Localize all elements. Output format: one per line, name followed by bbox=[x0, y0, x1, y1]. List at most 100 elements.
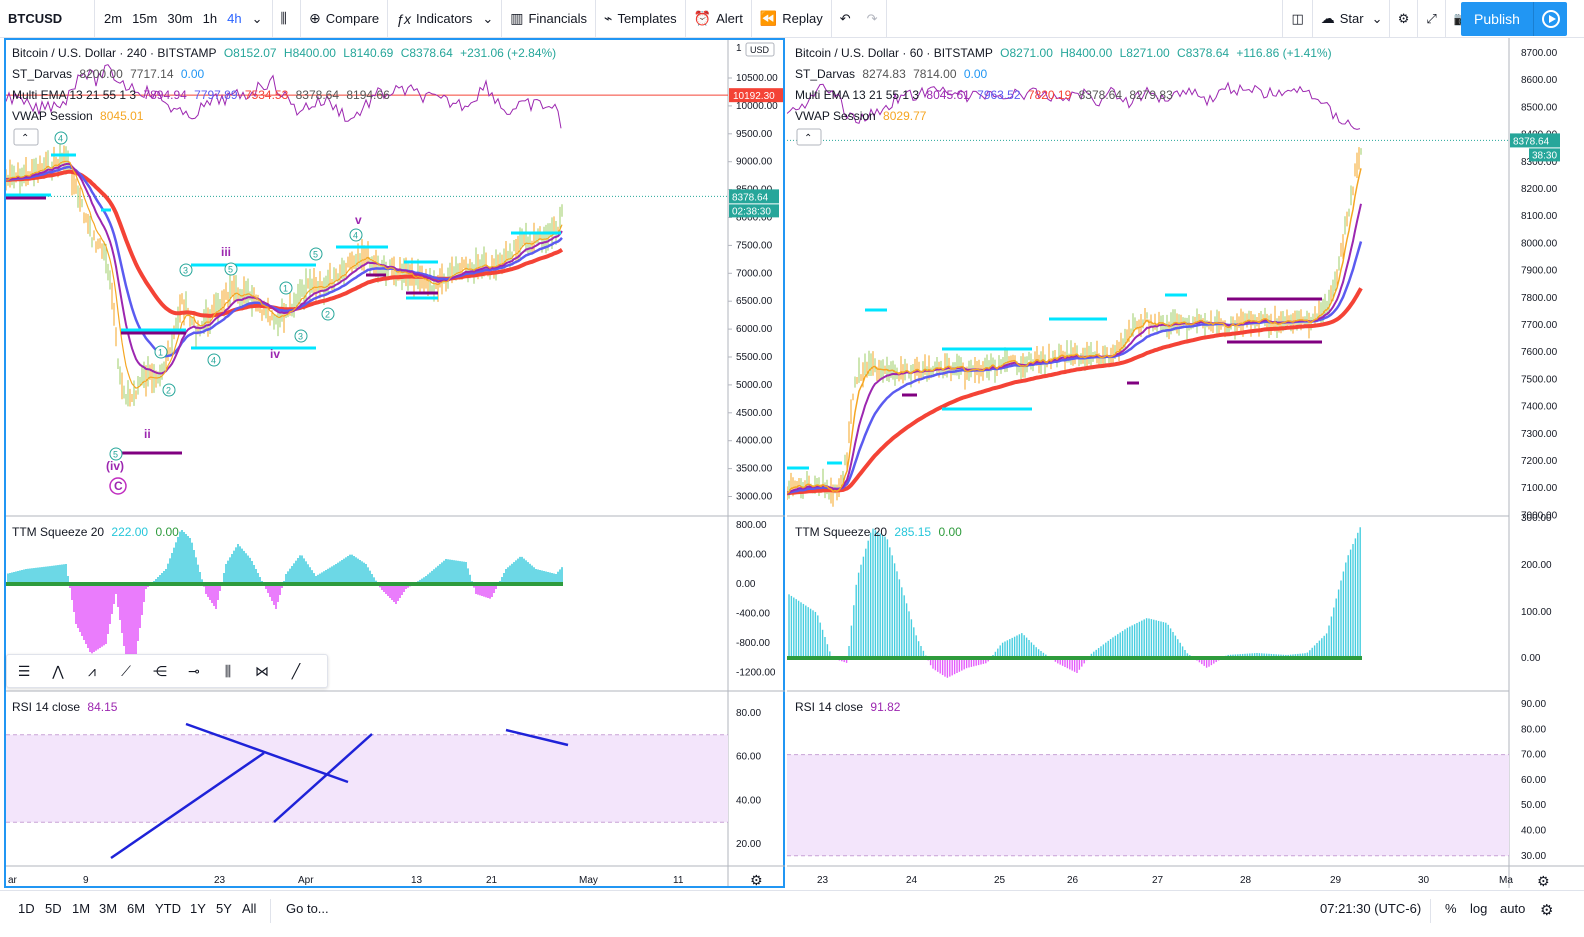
left-rsi-legend[interactable]: RSI 14 close 84.15 bbox=[12, 700, 121, 714]
squeeze-name: TTM Squeeze 20 bbox=[795, 525, 888, 539]
settings-button[interactable]: ⚙ bbox=[1390, 0, 1419, 38]
compare-button[interactable]: ⊕ Compare bbox=[301, 0, 389, 38]
right-darvas-legend[interactable]: ST_Darvas 8274.83 7814.00 0.00 bbox=[795, 67, 991, 81]
interval-2m[interactable]: 2m bbox=[104, 11, 123, 26]
templates-label: Templates bbox=[617, 11, 677, 26]
wave-label: v bbox=[355, 213, 362, 227]
templates-button[interactable]: ⌁ Templates bbox=[596, 0, 686, 38]
fullscreen-button[interactable]: ⤢ bbox=[1418, 0, 1446, 38]
chart-type-button[interactable]: ⫼ bbox=[273, 0, 301, 38]
left-darvas-legend[interactable]: ST_Darvas 8200.00 7717.14 0.00 bbox=[12, 67, 208, 81]
interval-15m[interactable]: 15m bbox=[132, 11, 158, 26]
settings-icon[interactable]: ⚙ bbox=[1540, 902, 1554, 919]
ray-icon[interactable]: ╱ bbox=[291, 662, 301, 679]
wave-number: 2 bbox=[166, 386, 171, 396]
vertical-grid-icon[interactable]: ⫼ bbox=[224, 662, 232, 679]
symbol-search[interactable]: BTCUSD bbox=[0, 0, 95, 38]
squeeze-val: 222.00 bbox=[111, 525, 149, 539]
trendline bbox=[185, 722, 349, 784]
alert-button[interactable]: ⏰ Alert bbox=[686, 0, 752, 38]
range-5y[interactable]: 5Y bbox=[216, 901, 232, 916]
symbol-label: BTCUSD bbox=[8, 11, 63, 26]
rsi-axis-label: 40.00 bbox=[736, 795, 761, 806]
right-rsi-legend[interactable]: RSI 14 close 91.82 bbox=[795, 700, 904, 714]
layout-name-button[interactable]: ☁ Star ⌄ bbox=[1313, 0, 1390, 38]
last-price-label: 8378.64 bbox=[1513, 136, 1550, 147]
left-chart-canvas[interactable]: 10500.0010000.009500.009000.008500.00800… bbox=[6, 40, 785, 886]
squeeze-name: TTM Squeeze 20 bbox=[12, 525, 105, 539]
price-axis-label: 7900.00 bbox=[1521, 266, 1558, 277]
abcd-pattern-icon[interactable]: ⋀ bbox=[52, 662, 64, 679]
left-vwap-legend[interactable]: VWAP Session 8045.01 bbox=[12, 109, 147, 123]
indicators-button[interactable]: ƒx Indicators ⌄ bbox=[388, 0, 503, 38]
rsi-val: 84.15 bbox=[87, 700, 118, 714]
time-axis-label: 13 bbox=[411, 875, 423, 886]
squeeze-axis-label: 300.00 bbox=[1521, 513, 1552, 524]
range-5d[interactable]: 5D bbox=[45, 901, 62, 916]
fib-retracement-icon[interactable]: ☰ bbox=[17, 662, 31, 679]
percent-toggle[interactable]: % bbox=[1445, 901, 1457, 916]
right-ema-legend[interactable]: Multi EMA 13 21 55 1 3 8045.61 7963.52 7… bbox=[795, 88, 1177, 102]
layout-button[interactable]: ◫ bbox=[1282, 0, 1313, 38]
left-ema-legend[interactable]: Multi EMA 13 21 55 1 3 7894.94 7797.89 7… bbox=[12, 88, 394, 102]
rsi-axis-label: 90.00 bbox=[1521, 699, 1546, 710]
trendline bbox=[273, 733, 373, 823]
ema-val: 8045.61 bbox=[926, 88, 970, 102]
financials-button[interactable]: ▥ Financials bbox=[502, 0, 596, 38]
replay-button[interactable]: ⏪ Replay bbox=[752, 0, 832, 38]
price-axis-label: 3500.00 bbox=[736, 464, 773, 475]
interval-4h[interactable]: 4h bbox=[227, 11, 242, 26]
trend-line-icon[interactable]: ⟋ bbox=[121, 662, 131, 679]
range-ytd[interactable]: YTD bbox=[155, 901, 181, 916]
clock-readout[interactable]: 07:21:30 (UTC-6) bbox=[1320, 901, 1422, 916]
wave-number: 1 bbox=[283, 284, 288, 294]
right-vwap-legend[interactable]: VWAP Session 8029.77 bbox=[795, 109, 930, 123]
interval-dropdown-icon[interactable]: ⌄ bbox=[251, 10, 263, 26]
play-button[interactable] bbox=[1533, 2, 1567, 36]
interval-1h[interactable]: 1h bbox=[202, 11, 218, 26]
log-toggle[interactable]: log bbox=[1470, 901, 1488, 916]
price-axis-label: 7000.00 bbox=[1521, 510, 1558, 521]
auto-toggle[interactable]: auto bbox=[1500, 901, 1526, 916]
right-squeeze-legend[interactable]: TTM Squeeze 20 285.15 0.00 bbox=[795, 525, 966, 539]
elliott-wave-icon[interactable]: ⩘ bbox=[88, 662, 96, 679]
price-axis-label: 5000.00 bbox=[736, 380, 773, 391]
redo-icon: ↷ bbox=[866, 10, 878, 26]
undo-button[interactable]: ↶ bbox=[832, 0, 859, 38]
range-all[interactable]: All bbox=[242, 901, 257, 916]
range-1y[interactable]: 1Y bbox=[190, 901, 206, 916]
range-1m[interactable]: 1M bbox=[72, 901, 91, 916]
right-chart-canvas[interactable]: 8700.008600.008500.008400.008300.008200.… bbox=[787, 38, 1584, 888]
xabcd-pattern-icon[interactable]: ⋈ bbox=[255, 662, 269, 679]
ema-val: 7820.19 bbox=[1027, 88, 1072, 102]
wave-number-circle bbox=[162, 383, 176, 397]
publish-button[interactable]: Publish bbox=[1461, 2, 1533, 36]
countdown-label: 02:38:30 bbox=[732, 206, 771, 217]
wave-number: 4 bbox=[58, 134, 63, 144]
pitchfork-icon[interactable]: ⋲ bbox=[153, 662, 167, 679]
wave-number-circle bbox=[109, 447, 123, 461]
price-axis-label: 6500.00 bbox=[736, 296, 773, 307]
horizontal-line-icon[interactable]: ⊸ bbox=[188, 662, 200, 679]
last-price-tag bbox=[729, 189, 779, 204]
goto-button[interactable]: Go to... bbox=[286, 901, 329, 916]
right-open: O8271.00 bbox=[1000, 46, 1053, 60]
interval-30m[interactable]: 30m bbox=[167, 11, 193, 26]
left-squeeze-legend[interactable]: TTM Squeeze 20 222.00 0.00 bbox=[12, 525, 183, 539]
range-1d[interactable]: 1D bbox=[18, 901, 35, 916]
replay-label: Replay bbox=[782, 11, 823, 26]
range-6m[interactable]: 6M bbox=[127, 901, 146, 916]
redo-button[interactable]: ↷ bbox=[859, 0, 887, 38]
range-3m[interactable]: 3M bbox=[99, 901, 118, 916]
rsi-axis-label: 50.00 bbox=[1521, 800, 1546, 811]
alert-label: Alert bbox=[716, 11, 743, 26]
wave-number: 2 bbox=[325, 310, 330, 320]
right-chart-panel[interactable]: 8700.008600.008500.008400.008300.008200.… bbox=[787, 38, 1584, 888]
publish-label: Publish bbox=[1474, 11, 1520, 27]
right-main-legend: Bitcoin / U.S. Dollar · 60 · BITSTAMP O8… bbox=[795, 46, 1336, 60]
vwap-name: VWAP Session bbox=[795, 109, 876, 123]
left-chart-panel[interactable]: 10500.0010000.009500.009000.008500.00800… bbox=[4, 38, 785, 888]
indicators-label: Indicators bbox=[415, 11, 473, 26]
squeeze-axis-label: -800.00 bbox=[736, 638, 770, 649]
countdown-tag bbox=[729, 204, 779, 218]
